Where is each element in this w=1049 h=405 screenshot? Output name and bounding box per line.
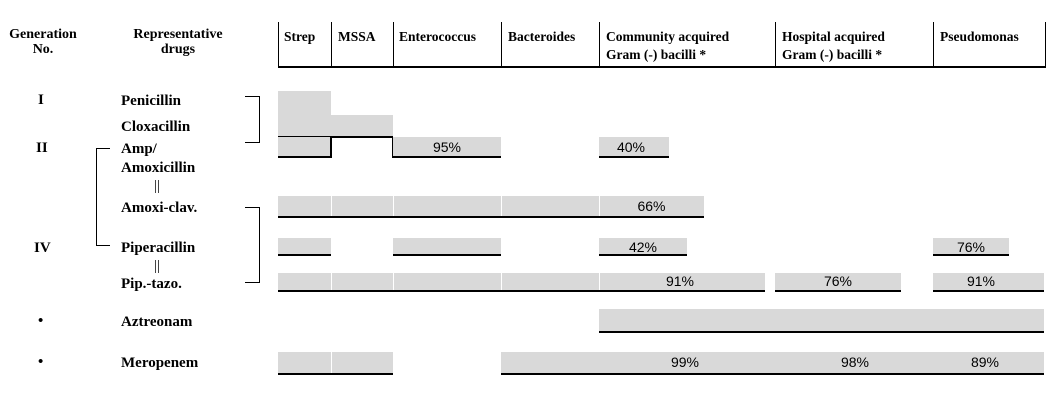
generation-header-line1: Generation: [9, 27, 77, 42]
bracket-penicillin-cloxacillin: [259, 96, 260, 143]
generation-label-2: II: [36, 140, 48, 156]
coverage-bar-piperacillin-strep: [278, 238, 331, 254]
coverage-baseline: [278, 156, 331, 158]
column-header-enterococcus: Enterococcus: [399, 29, 476, 44]
drug-piperacillin: Piperacillin: [121, 240, 196, 256]
bracket-inhibitor-combos: [259, 207, 260, 283]
cell-separator: [331, 273, 332, 290]
coverage-baseline: [775, 290, 901, 292]
pct-amoxicillin-community: 40%: [616, 139, 646, 155]
coverage-baseline: [278, 290, 765, 292]
pct-amoxi-clav-community: 66%: [637, 198, 666, 214]
coverage-baseline: [933, 290, 1044, 292]
cell-separator: [599, 273, 600, 290]
cell-separator: [393, 273, 394, 290]
coverage-baseline: [599, 156, 669, 158]
bracket-inhibitor-combos: [245, 282, 260, 283]
generation-bullet-meropenem: •: [38, 354, 44, 370]
coverage-baseline: [393, 156, 501, 158]
equivalence-mark: ||: [154, 178, 161, 194]
drug-meropenem: Meropenem: [121, 355, 199, 371]
coverage-baseline: [278, 136, 393, 138]
pct-pip-tazo-community: 91%: [665, 273, 695, 289]
pct-amoxicillin-enterococcus: 95%: [432, 139, 462, 155]
coverage-bar-piperacillin-community: [599, 238, 687, 254]
drugs-header-line1: Representative: [133, 27, 223, 42]
coverage-bar-amoxi-clav: [278, 196, 704, 216]
coverage-baseline: [393, 254, 501, 256]
cell-separator: [599, 196, 600, 216]
coverage-baseline: [599, 331, 1044, 333]
coverage-bar-cloxacillin: [278, 115, 393, 137]
column-header-bacteroides: Bacteroides: [508, 29, 576, 44]
coverage-bar-meropenem-gram-neg: [501, 352, 1044, 373]
bracket-penicillin-cloxacillin: [245, 142, 260, 143]
generation-header: Generation No.: [6, 27, 80, 58]
header-divider: [393, 22, 394, 66]
cell-separator: [331, 196, 332, 216]
drug-amoxicillin: Amoxicillin: [121, 160, 196, 176]
coverage-baseline: [501, 373, 1044, 375]
header-divider: [933, 22, 934, 66]
coverage-baseline: [278, 216, 704, 218]
generation-label-1: I: [38, 92, 44, 108]
drug-pip-tazo: Pip.-tazo.: [121, 276, 182, 292]
drug-aztreonam: Aztreonam: [121, 314, 193, 330]
drug-penicillin: Penicillin: [121, 93, 181, 109]
column-header-strep: Strep: [284, 29, 316, 44]
bracket-amp-piperacillin: [96, 245, 110, 246]
bracket-inhibitor-combos: [245, 207, 260, 208]
coverage-bar-amoxicillin-strep: [278, 137, 331, 157]
coverage-bar-pip-tazo-hospital: [775, 273, 901, 290]
column-header-hospital-gram-neg: Hospital acquired Gram (-) bacilli *: [782, 29, 885, 63]
coverage-bar-aztreonam: [599, 309, 1044, 331]
pct-meropenem-hospital: 98%: [840, 354, 870, 370]
coverage-bar-piperacillin-pseudomonas: [933, 238, 1009, 254]
coverage-bar-piperacillin-enterococcus: [393, 238, 501, 254]
header-divider: [331, 22, 332, 66]
pct-pip-tazo-hospital: 76%: [823, 273, 853, 289]
equivalence-mark: ||: [154, 258, 161, 274]
generation-label-4: IV: [34, 240, 51, 256]
coverage-baseline: [599, 254, 687, 256]
column-header-pseudomonas: Pseudomonas: [940, 29, 1019, 44]
bracket-amp-piperacillin: [96, 148, 110, 149]
coverage-bar-amoxicillin-enterococcus: [393, 137, 501, 157]
pct-piperacillin-community: 42%: [628, 239, 658, 255]
header-divider: [599, 22, 600, 66]
cell-separator: [393, 196, 394, 216]
bracket-penicillin-cloxacillin: [245, 96, 260, 97]
pct-meropenem-community: 99%: [670, 354, 700, 370]
coverage-baseline: [278, 373, 393, 375]
coverage-bar-pip-tazo: [278, 273, 765, 290]
column-header-box: [278, 22, 1046, 68]
drug-amp: Amp/: [121, 141, 157, 157]
coverage-step-line: [330, 137, 332, 158]
coverage-bar-pip-tazo-pseudomonas: [933, 273, 1044, 290]
drug-amoxi-clav: Amoxi-clav.: [121, 200, 198, 216]
cell-separator: [331, 352, 332, 373]
coverage-bar-penicillin-strep: [278, 91, 331, 115]
coverage-bar-meropenem-gram-pos: [278, 352, 393, 373]
cell-separator: [501, 196, 502, 216]
header-divider: [775, 22, 776, 66]
pct-meropenem-pseudomonas: 89%: [970, 354, 1000, 370]
cell-separator: [501, 273, 502, 290]
column-header-community-gram-neg: Community acquired Gram (-) bacilli *: [606, 29, 730, 63]
coverage-baseline: [933, 254, 1009, 256]
coverage-baseline: [278, 254, 331, 256]
pct-piperacillin-pseudomonas: 76%: [956, 239, 986, 255]
header-divider: [501, 22, 502, 66]
bracket-amp-piperacillin: [96, 148, 97, 246]
coverage-bar-amoxicillin-community: [599, 137, 669, 157]
drugs-header: Representative drugs: [118, 27, 238, 58]
generation-bullet-aztreonam: •: [38, 313, 44, 329]
column-header-mssa: MSSA: [338, 29, 376, 44]
drug-cloxacillin: Cloxacillin: [121, 119, 191, 135]
pct-pip-tazo-pseudomonas: 91%: [966, 273, 996, 289]
generation-header-line2: No.: [32, 42, 54, 58]
drugs-header-line2: drugs: [160, 42, 196, 58]
